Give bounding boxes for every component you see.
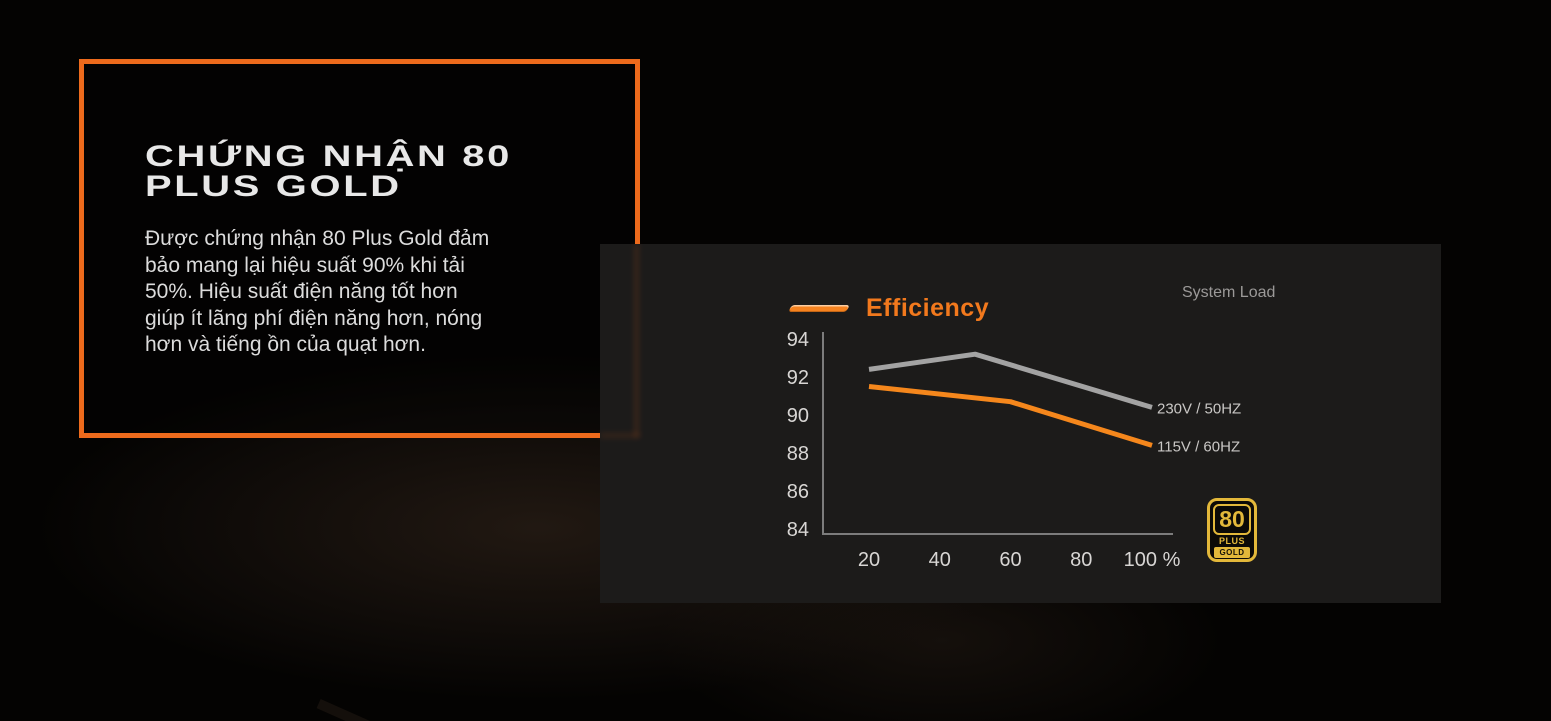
y-tick-label: 86 <box>787 481 809 503</box>
card-title: CHỨNG NHẬN 80 PLUS GOLD <box>145 142 512 202</box>
card-body: Được chứng nhận 80 Plus Gold đảm bảo man… <box>145 226 489 359</box>
body-line: bảo mang lại hiệu suất 90% khi tải <box>145 253 465 277</box>
border-glow <box>600 433 640 438</box>
body-line: Được chứng nhận 80 Plus Gold đảm <box>145 227 490 250</box>
x-tick-label: 100 % <box>1124 549 1181 571</box>
system-load-label: System Load <box>1182 284 1276 301</box>
y-tick-label: 90 <box>787 405 809 427</box>
body-line: hơn và tiếng ồn của quạt hơn. <box>145 333 426 356</box>
series-label: 230V / 50HZ <box>1157 400 1241 417</box>
efficiency-line-chart: 94 92 90 88 86 84 20 40 60 80 100 % 230V / 50HZ 115V… <box>787 329 1241 571</box>
badge-80-label: 80 <box>1213 504 1251 535</box>
series-line-115v <box>868 384 1153 448</box>
series-line-230v <box>868 351 1153 410</box>
body-line: giúp ít lãng phí điện năng hơn, nóng <box>145 306 483 330</box>
efficiency-chart-panel: Efficiency System Load 94 92 90 88 86 84 20 40 6… <box>600 244 1441 603</box>
diagonal-stripe <box>316 698 714 721</box>
border-glow <box>634 244 639 437</box>
chart-axis <box>822 332 1173 535</box>
y-tick-label: 88 <box>787 443 809 465</box>
x-tick-label: 60 <box>999 549 1021 571</box>
x-tick-label: 20 <box>858 549 880 571</box>
y-tick-label: 84 <box>787 519 809 541</box>
card-title-line: PLUS GOLD <box>145 170 402 203</box>
card-title-line: CHỨNG NHẬN 80 <box>145 140 512 173</box>
info-card: CHỨNG NHẬN 80 PLUS GOLD Được chứng nhận … <box>79 59 640 438</box>
y-tick-label: 92 <box>787 367 809 389</box>
body-line: 50%. Hiệu suất điện năng tốt hơn <box>145 280 458 303</box>
series-label: 115V / 60HZ <box>1157 438 1240 455</box>
badge-plus-label: PLUS <box>1218 536 1245 546</box>
x-tick-label: 40 <box>929 549 951 571</box>
x-tick-label: 80 <box>1070 549 1092 571</box>
legend-label: Efficiency <box>866 294 990 322</box>
y-tick-label: 94 <box>787 329 809 351</box>
chart-legend: Efficiency <box>788 294 990 323</box>
badge-gold-label: GOLD <box>1214 547 1250 558</box>
80-plus-gold-badge: 80 PLUS GOLD <box>1207 498 1257 562</box>
